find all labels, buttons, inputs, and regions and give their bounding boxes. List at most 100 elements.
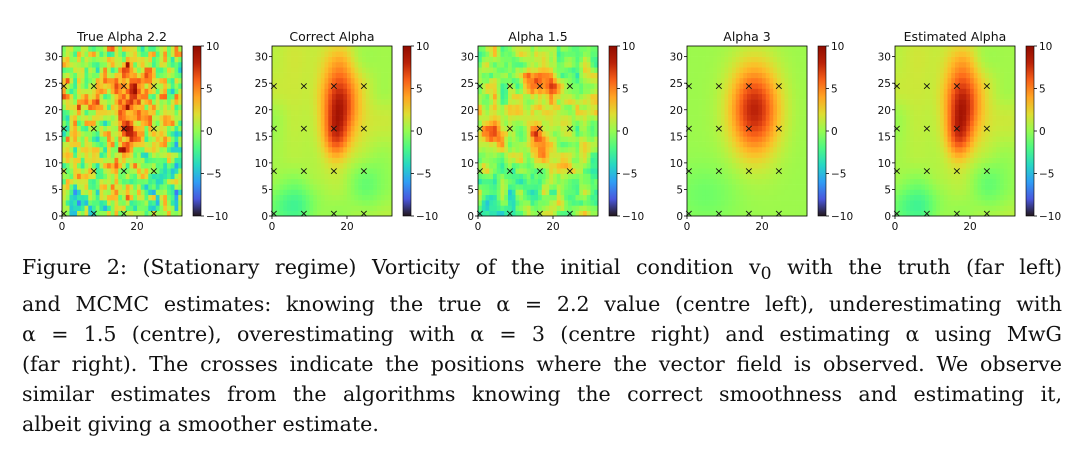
heatmap-cell xyxy=(324,189,329,196)
heatmap-cell xyxy=(526,152,531,158)
heatmap-cell xyxy=(328,46,333,52)
heatmap-cell xyxy=(320,136,325,142)
heatmap-cell xyxy=(702,99,707,105)
heatmap-cell xyxy=(788,189,793,196)
heatmap-cell xyxy=(906,141,911,148)
heatmap-cell xyxy=(913,205,918,211)
y-tick-label: 30 xyxy=(45,52,58,64)
heatmap-cell xyxy=(114,200,119,206)
heatmap-cell xyxy=(571,56,576,63)
heatmap-cell xyxy=(556,146,561,153)
heatmap-cell xyxy=(125,168,130,174)
heatmap-cell xyxy=(350,93,355,100)
heatmap-cell xyxy=(144,61,149,68)
heatmap-cell xyxy=(508,178,513,185)
heatmap-cell xyxy=(485,67,490,73)
heatmap-cell xyxy=(148,109,153,116)
heatmap-cell xyxy=(485,178,490,185)
heatmap-cell xyxy=(88,104,93,111)
heatmap-cell xyxy=(362,162,367,169)
heatmap-cell xyxy=(571,162,576,169)
heatmap-cell xyxy=(973,194,978,201)
heatmap-cell xyxy=(290,61,295,68)
heatmap-cell xyxy=(302,136,307,142)
heatmap-cell xyxy=(575,141,580,148)
heatmap-cell xyxy=(687,51,692,57)
heatmap-cell xyxy=(728,88,733,95)
heatmap-cell xyxy=(910,120,915,126)
heatmap-cell xyxy=(489,189,494,196)
heatmap-cell xyxy=(724,184,729,190)
heatmap-cell xyxy=(478,61,483,68)
heatmap-cell xyxy=(560,120,565,126)
heatmap-cell xyxy=(362,83,367,89)
heatmap-cell xyxy=(925,168,930,174)
heatmap-cell xyxy=(579,72,584,79)
heatmap-cell xyxy=(906,200,911,206)
heatmap-cell xyxy=(384,46,389,52)
heatmap-cell xyxy=(709,141,714,148)
heatmap-cell xyxy=(743,200,748,206)
heatmap-cell xyxy=(92,210,97,217)
heatmap-cell xyxy=(380,141,385,148)
heatmap-cell xyxy=(739,162,744,169)
heatmap-cell xyxy=(302,178,307,185)
heatmap-cell xyxy=(545,146,550,153)
heatmap-cell xyxy=(743,109,748,116)
heatmap-cell xyxy=(996,200,1001,206)
heatmap-cell xyxy=(898,200,903,206)
heatmap-cell xyxy=(758,93,763,100)
heatmap-cell xyxy=(137,200,142,206)
heatmap-cell xyxy=(167,178,172,185)
heatmap-cell xyxy=(95,56,100,63)
heatmap-cell xyxy=(309,51,314,57)
heatmap-cell xyxy=(347,120,352,126)
heatmap-cell xyxy=(155,189,160,196)
heatmap-cell xyxy=(758,146,763,153)
heatmap-cell xyxy=(317,99,322,105)
plot-frame xyxy=(271,45,393,217)
heatmap-cell xyxy=(754,194,759,201)
heatmap-cell xyxy=(530,88,535,95)
heatmap-cell xyxy=(88,136,93,142)
heatmap-cell xyxy=(95,189,100,196)
heatmap-cell xyxy=(538,189,543,196)
heatmap-cell xyxy=(545,152,550,158)
heatmap-cell xyxy=(906,162,911,169)
heatmap-cell xyxy=(504,136,509,142)
heatmap-cell xyxy=(496,210,501,217)
heatmap-cell xyxy=(992,141,997,148)
heatmap-cell xyxy=(275,104,280,111)
heatmap-cell xyxy=(335,178,340,185)
heatmap-cell xyxy=(773,83,778,89)
heatmap-cell xyxy=(380,104,385,111)
heatmap-cell xyxy=(1003,210,1008,217)
heatmap-cell xyxy=(571,99,576,105)
heatmap-cell xyxy=(777,72,782,79)
heatmap-cell xyxy=(553,194,558,201)
heatmap-cell xyxy=(500,131,505,137)
heatmap-cell xyxy=(388,184,393,190)
heatmap-cell xyxy=(77,88,82,95)
heatmap-cell xyxy=(571,184,576,190)
heatmap-cell xyxy=(765,93,770,100)
heatmap-cell xyxy=(377,109,382,116)
heatmap-cell xyxy=(792,162,797,169)
heatmap-cell xyxy=(313,67,318,73)
heatmap-cell xyxy=(481,152,486,158)
heatmap-cell xyxy=(538,178,543,185)
heatmap-cell xyxy=(347,173,352,180)
heatmap-cell xyxy=(906,104,911,111)
heatmap-cell xyxy=(69,93,74,100)
heatmap-cell xyxy=(170,46,175,52)
heatmap-cell xyxy=(575,157,580,164)
heatmap-cell xyxy=(298,77,303,84)
heatmap-cell xyxy=(913,184,918,190)
heatmap-cell xyxy=(178,194,183,201)
heatmap-cell xyxy=(354,125,359,132)
heatmap-cell xyxy=(977,205,982,211)
heatmap-cell xyxy=(541,210,546,217)
heatmap-cell xyxy=(92,67,97,73)
heatmap-cell xyxy=(373,162,378,169)
heatmap-cell xyxy=(765,157,770,164)
